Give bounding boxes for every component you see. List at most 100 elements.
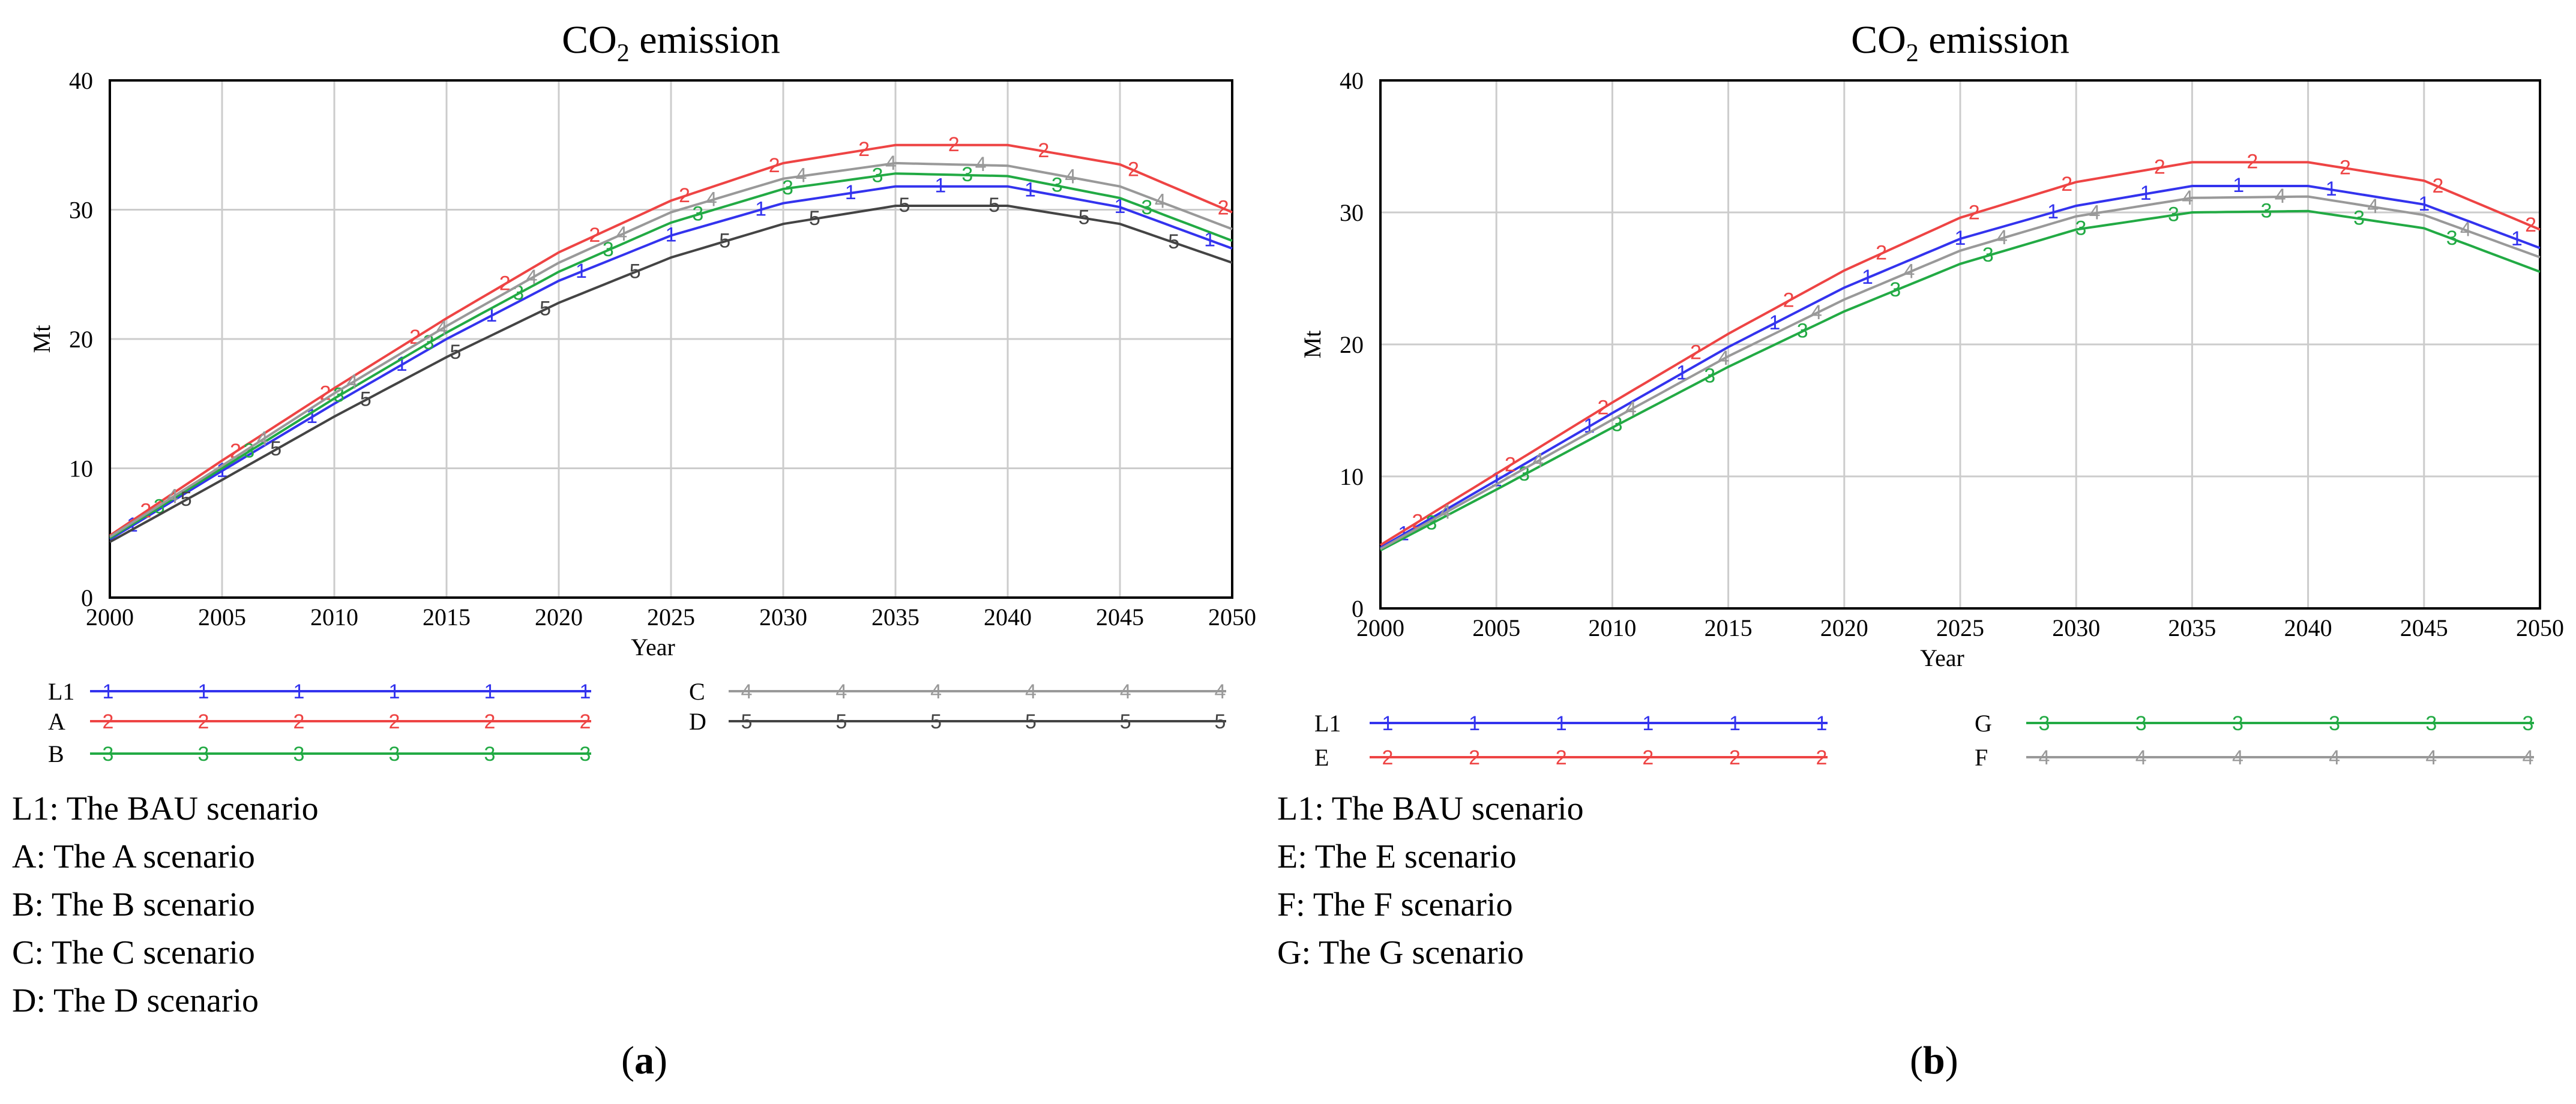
chart-title-rest: emission (1919, 18, 2069, 62)
legend-marker-c: 4 (1025, 680, 1037, 703)
scenario-descriptions-a: L1: The BAU scenario A: The A scenario B: … (12, 785, 319, 1025)
series-marker-g: 3 (2168, 203, 2179, 226)
series-marker-d: 5 (1168, 230, 1179, 253)
series-marker-d: 5 (270, 437, 281, 460)
chart-title-subscript: 2 (617, 40, 630, 67)
legend-key-b: B (48, 740, 64, 767)
legend-marker-l1: 1 (1556, 712, 1567, 735)
legend-marker-d: 5 (1215, 710, 1226, 733)
legend-marker-d: 5 (1025, 710, 1037, 733)
x-tick-label: 2025 (647, 604, 695, 631)
series-marker-e: 2 (1969, 202, 1980, 224)
series-marker-e: 2 (1597, 396, 1608, 419)
legend-marker-e: 2 (1469, 746, 1480, 769)
legend-marker-l1: 1 (198, 680, 209, 703)
series-marker-l1: 1 (2418, 193, 2430, 215)
series-marker-g: 3 (2075, 217, 2086, 239)
x-tick-label: 2045 (1096, 604, 1144, 631)
series-marker-f: 4 (1625, 398, 1637, 421)
legend-marker-f: 4 (2135, 746, 2147, 769)
legend-marker-d: 5 (741, 710, 753, 733)
chart-title-main: CO (562, 18, 617, 62)
y-tick-label: 30 (69, 197, 93, 224)
series-marker-c: 4 (975, 153, 987, 176)
series-line-b (109, 172, 1233, 539)
x-tick-label: 2020 (535, 604, 583, 631)
x-tick-label: 2030 (2052, 614, 2100, 641)
legend-marker-l1: 1 (1729, 712, 1741, 735)
y-tick-label: 40 (69, 67, 93, 94)
legend-marker-b: 3 (389, 743, 400, 766)
x-tick-label: 2000 (86, 604, 134, 631)
series-marker-g: 3 (1982, 244, 1994, 266)
series-marker-b: 3 (1052, 174, 1063, 197)
series-marker-d: 5 (898, 194, 910, 217)
series-marker-c: 4 (257, 428, 268, 451)
legend-marker-l1: 1 (293, 680, 305, 703)
legend-marker-a: 2 (484, 710, 496, 733)
series-marker-b: 3 (603, 238, 614, 261)
legend-marker-c: 4 (930, 680, 942, 703)
series-marker-c: 4 (1065, 166, 1076, 188)
series-marker-d: 5 (1079, 206, 1090, 229)
legend-marker-f: 4 (2523, 746, 2534, 769)
series-marker-l1: 1 (845, 181, 856, 204)
series-marker-b: 3 (423, 331, 435, 354)
series-marker-a: 2 (679, 184, 690, 207)
panel-label-b-letter: b (1922, 1039, 1945, 1082)
series-marker-g: 3 (2446, 227, 2458, 250)
x-tick-label: 2030 (759, 604, 807, 631)
series-marker-g: 3 (2261, 200, 2272, 223)
series-marker-l1: 1 (2140, 182, 2152, 205)
scenario-description: D: The D scenario (12, 982, 259, 1019)
series-marker-g: 3 (1889, 278, 1901, 301)
x-tick-label: 2035 (871, 604, 919, 631)
chart-title: CO2 emission (562, 18, 780, 67)
legend-marker-e: 2 (1729, 746, 1741, 769)
x-tick-label: 2050 (1208, 604, 1256, 631)
legend-marker-f: 4 (2039, 746, 2050, 769)
y-tick-label: 20 (1340, 331, 1364, 358)
series-marker-d: 5 (360, 388, 372, 411)
series-line-f (1380, 195, 2541, 550)
series-marker-l1: 1 (1115, 195, 1126, 218)
series-marker-c: 4 (436, 317, 448, 340)
legend-marker-g: 3 (2135, 712, 2147, 735)
x-tick-label: 2045 (2400, 614, 2448, 641)
series-marker-e: 2 (2154, 156, 2165, 179)
series-marker-a: 2 (1218, 196, 1229, 219)
legend-marker-l1: 1 (103, 680, 114, 703)
plot-frame (109, 79, 1233, 599)
series-marker-f: 4 (1718, 347, 1729, 370)
chart-title-subscript: 2 (1906, 40, 1919, 67)
series-marker-c: 4 (616, 223, 627, 245)
legend-marker-e: 2 (1816, 746, 1828, 769)
series-marker-d: 5 (630, 260, 641, 283)
legend-marker-l1: 1 (484, 680, 496, 703)
legend-marker-b: 3 (198, 743, 209, 766)
x-tick-label: 2015 (1705, 614, 1753, 641)
series-marker-l1: 1 (2047, 200, 2059, 223)
legend-marker-f: 4 (2329, 746, 2340, 769)
series-line-c (109, 161, 1233, 538)
panel-label-a-letter: a (634, 1039, 654, 1082)
y-tick-label: 0 (1352, 595, 1364, 622)
y-axis-label: Mt (28, 325, 55, 353)
series-line-g (1380, 209, 2541, 551)
series-marker-d: 5 (450, 341, 461, 364)
series-marker-g: 3 (1797, 319, 1808, 342)
legend-marker-a: 2 (389, 710, 400, 733)
series-marker-l1: 1 (934, 175, 946, 197)
legend-marker-e: 2 (1556, 746, 1567, 769)
legend-key-l1: L1 (1314, 710, 1341, 737)
legend-marker-d: 5 (835, 710, 847, 733)
x-tick-label: 2010 (1588, 614, 1636, 641)
series-marker-a: 2 (499, 272, 511, 295)
series-marker-f: 4 (1904, 260, 1915, 283)
scenario-description: E: The E scenario (1277, 838, 1517, 875)
scenario-description: C: The C scenario (12, 934, 255, 971)
series-marker-g: 3 (2353, 206, 2365, 229)
legend-marker-l1: 1 (1382, 712, 1394, 735)
